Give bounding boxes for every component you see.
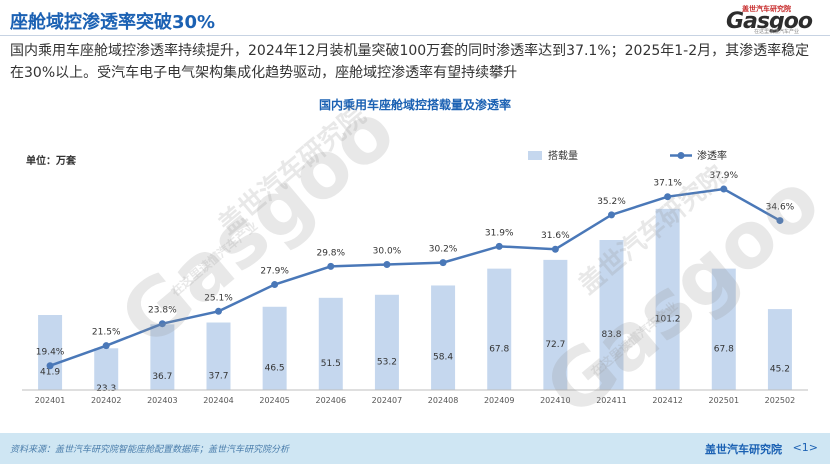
rate-value-label: 35.2% [597,197,626,207]
rate-value-label: 37.1% [653,179,682,189]
x-tick-label: 202409 [484,396,515,405]
page-number: <1> [792,441,818,454]
bar-value-label: 41.9 [40,367,60,377]
bars-group: 41.9 23.3 36.7 37.7 46.5 51.5 53.2 58.4 67.8 72.7… [38,208,792,394]
footer-brand: 盖世汽车研究院 [705,443,782,456]
legend-line-label: 渗透率 [697,149,727,162]
rate-point [102,342,110,350]
rate-point [215,307,222,315]
rate-line [49,187,781,367]
rate-point [495,242,503,250]
x-tick-label: 202405 [259,396,290,405]
rate-point [664,193,672,201]
x-tick-label: 202401 [35,396,66,405]
bar [38,314,63,390]
rate-value-label: 21.5% [92,328,121,338]
rate-point [383,261,391,268]
x-tick-label: 202411 [596,396,627,405]
rate-point [327,262,335,270]
rate-point [158,320,166,328]
rate-point [776,217,784,225]
legend-bar-swatch [528,151,542,160]
rate-value-label: 34.6% [766,203,795,213]
logo-cn-text: 盖世汽车研究院 [742,5,791,13]
bar [655,208,680,390]
x-tick-label: 202404 [203,396,234,405]
legend-line-marker [677,152,685,159]
rate-point [720,185,728,193]
bar [431,285,456,390]
rate-value-label: 31.6% [541,231,570,241]
legend: 搭载量 渗透率 [528,149,727,162]
bar [318,297,343,390]
bar [543,259,568,390]
unit-label: 单位：万套 [26,156,76,167]
x-axis: 202401 202402 202403 202404 202405 202406 2024… [22,389,808,405]
bar-value-label: 72.7 [545,340,565,350]
bar [206,322,231,390]
bar-value-label: 53.2 [377,357,397,367]
x-tick-label: 202406 [316,396,347,405]
page-title: 座舱域控渗透率突破30% [10,12,216,33]
bar [487,268,512,390]
line-group: 19.4% 21.5% 23.8% 25.1% 27.9% 29.8% 30.0% 30.2%… [36,171,795,370]
x-tick-label: 202502 [765,396,796,405]
rate-value-label: 27.9% [260,267,289,277]
x-tick-label: 202407 [372,396,403,405]
gasgoo-logo: 盖世汽车研究院 Gasgoo 在这里读懂汽车产业 [724,4,824,35]
bar-value-label: 46.5 [265,363,285,373]
rate-value-label: 31.9% [485,228,514,238]
chart-title: 国内乘用车座舱域控搭载量及渗透率 [318,98,511,112]
rate-value-label: 19.4% [36,348,65,358]
bar-value-label: 23.3 [96,384,116,394]
legend-bar-label: 搭载量 [548,149,578,162]
bar [150,324,175,390]
page-subtitle: 国内乘用车座舱域控渗透率持续提升，2024年12月装机量突破100万套的同时渗透… [10,43,810,81]
bar-value-label: 58.4 [433,353,453,363]
x-tick-label: 202403 [147,396,178,405]
bar-value-label: 67.8 [489,344,509,354]
x-tick-label: 202410 [540,396,571,405]
bar [767,309,792,390]
rate-value-label: 30.2% [429,245,458,255]
bar [94,348,119,390]
x-tick-label: 202408 [428,396,459,405]
source-note: 资料来源：盖世汽车研究院智能座舱配置数据库；盖世汽车研究院分析 [10,445,290,455]
bar-value-label: 45.2 [770,365,790,375]
rate-point [439,259,447,267]
rate-value-label: 29.8% [316,248,345,258]
rate-point [551,245,559,253]
bar-value-label: 101.2 [655,314,681,324]
rate-value-label: 37.9% [709,171,738,181]
rate-point [608,211,615,219]
bar-value-label: 67.8 [714,344,734,354]
x-tick-label: 202501 [709,396,740,405]
bar [374,294,399,390]
bar-value-label: 36.7 [152,372,172,382]
x-tick-label: 202402 [91,396,122,405]
bar [262,306,287,390]
rate-value-label: 30.0% [373,247,402,257]
footer-bar: 资料来源：盖世汽车研究院智能座舱配置数据库；盖世汽车研究院分析 盖世汽车研究院 … [0,433,830,464]
header-divider [0,35,830,36]
bar [711,268,736,390]
logo-en-text: Gasgoo [726,9,813,34]
bar-value-label: 37.7 [208,371,228,381]
bar [599,239,624,390]
logo-tagline: 在这里读懂汽车产业 [754,29,800,35]
x-tick-label: 202412 [652,396,683,405]
bar-value-label: 83.8 [601,330,621,340]
rate-value-label: 23.8% [148,306,177,316]
rate-point [271,281,279,289]
rate-value-label: 25.1% [204,293,233,303]
rate-point [46,362,54,370]
bar-value-label: 51.5 [321,359,341,369]
